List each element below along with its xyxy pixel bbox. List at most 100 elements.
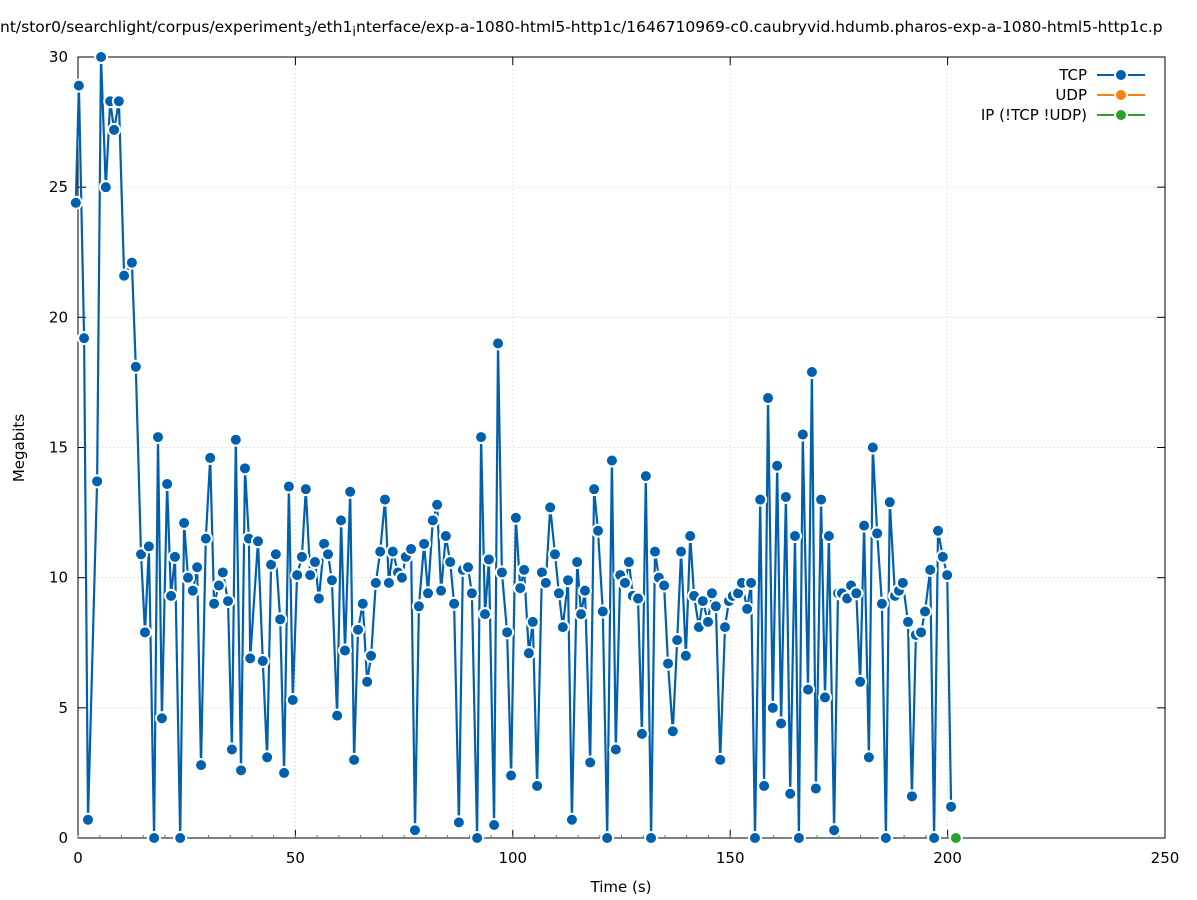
tcp-data-point [464, 586, 479, 601]
tcp-data-point [857, 518, 872, 533]
tcp-data-point [600, 831, 615, 845]
tcp-data-point [377, 492, 392, 507]
tcp-data-point [347, 752, 362, 767]
title-part: nt/stor0/searchlight/corpus/experiment [0, 18, 304, 36]
tcp-data-point [717, 620, 732, 635]
tcp-data-point [355, 596, 370, 611]
tcp-data-point [657, 578, 672, 593]
y-axis-label: Megabits [10, 414, 28, 482]
tcp-data-point [931, 523, 946, 538]
tcp-data-point [765, 700, 780, 715]
tcp-data-point [477, 607, 492, 622]
tcp-data-point [849, 586, 864, 601]
legend-label: TCP [1058, 66, 1087, 84]
tcp-data-point [577, 583, 592, 598]
tcp-data-point [147, 831, 162, 845]
tcp-data-point [311, 591, 326, 606]
x-tick-label: 50 [286, 849, 305, 867]
tcp-data-point [644, 831, 659, 845]
tcp-data-point [914, 625, 929, 640]
tcp-data-point [160, 476, 175, 491]
title-part: nterface/exp-a-1080-html5-http1c/1646710… [356, 18, 1163, 36]
tcp-data-point [757, 778, 772, 793]
tcp-data-point [151, 430, 166, 445]
tcp-data-point [551, 586, 566, 601]
tcp-data-point [638, 469, 653, 484]
tcp-data-point [207, 596, 222, 611]
tcp-data-point [394, 570, 409, 585]
tcp-data-point [281, 479, 296, 494]
tcp-data-point [324, 573, 339, 588]
tcp-data-point [434, 583, 449, 598]
tcp-data-point [224, 742, 239, 757]
tcp-data-point [343, 484, 358, 499]
tcp-data-point [107, 122, 122, 137]
tcp-data-point [940, 568, 955, 583]
tcp-data-point [461, 560, 476, 575]
tcp-series-line [74, 56, 953, 839]
tcp-data-point [944, 799, 959, 814]
tcp-data-point [368, 575, 383, 590]
tcp-data-point [827, 823, 842, 838]
tcp-data-point [670, 633, 685, 648]
tcp-data-point [438, 529, 453, 544]
tcp-data-point [713, 752, 728, 767]
tcp-data-point [564, 812, 579, 827]
tcp-data-point [215, 565, 230, 580]
tcp-data-point [901, 614, 916, 629]
tcp-data-point [604, 453, 619, 468]
tcp-data-point [678, 648, 693, 663]
tcp-data-point [774, 716, 789, 731]
tcp-data-point [808, 781, 823, 796]
y-tick-label: 5 [58, 699, 68, 717]
tcp-data-point [294, 549, 309, 564]
tcp-data-point [621, 555, 636, 570]
tcp-data-point [234, 763, 249, 778]
tcp-data-point [71, 78, 86, 93]
tcp-data-point [298, 482, 313, 497]
tcp-data-point [747, 831, 762, 845]
tcp-data-point [795, 427, 810, 442]
tcp-data-point [778, 489, 793, 504]
legend-marker [1114, 108, 1128, 122]
tcp-data-point [474, 430, 489, 445]
tcp-data-point [411, 599, 426, 614]
title-sub: i [352, 25, 356, 41]
tcp-data-point [870, 526, 885, 541]
tcp-data-point [704, 586, 719, 601]
tcp-data-point [481, 552, 496, 567]
legend-marker [1114, 68, 1128, 82]
tcp-data-point [255, 653, 270, 668]
tcp-data-point [443, 555, 458, 570]
tcp-data-point [555, 620, 570, 635]
tcp-data-point [525, 614, 540, 629]
x-axis-label: Time (s) [590, 878, 652, 896]
ip-tcp-udp-data-point [948, 831, 963, 845]
tcp-data-point [814, 492, 829, 507]
legend: TCP UDP IP (!TCP !UDP) [981, 66, 1145, 124]
tcp-data-point [591, 523, 606, 538]
tcp-data-point [381, 575, 396, 590]
tcp-data-point [128, 359, 143, 374]
x-tick-label: 150 [716, 849, 745, 867]
tcp-data-point [373, 544, 388, 559]
y-tick-label: 10 [49, 569, 68, 587]
tcp-data-point [521, 646, 536, 661]
tcp-data-point [447, 596, 462, 611]
tcp-data-point [740, 601, 755, 616]
tcp-data-point [425, 513, 440, 528]
tcp-data-point [404, 542, 419, 557]
tcp-data-point [895, 575, 910, 590]
tcp-data-point [237, 461, 252, 476]
tcp-data-point [470, 831, 485, 845]
tcp-data-point [385, 544, 400, 559]
tcp-data-point [221, 594, 236, 609]
x-tick-label: 100 [498, 849, 527, 867]
tcp-data-point [273, 612, 288, 627]
x-tick-label: 0 [73, 849, 83, 867]
tcp-data-point [251, 534, 266, 549]
tcp-data-point [243, 651, 258, 666]
tcp-data-point [303, 568, 318, 583]
tcp-data-point [504, 768, 519, 783]
tcp-data-point [508, 510, 523, 525]
